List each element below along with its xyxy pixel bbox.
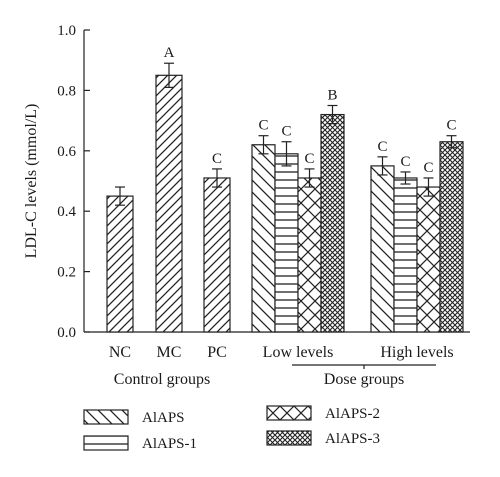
legend-swatch xyxy=(83,435,129,451)
y-ticks: 0.0 0.2 0.4 0.6 0.8 1.0 xyxy=(57,23,90,341)
bar xyxy=(416,186,441,333)
legend-label: AlAPS xyxy=(142,410,185,426)
significance-label: C xyxy=(423,160,433,176)
legend: AlAPS AlAPS-1 AlAPS-2 AlAPS-3 xyxy=(83,405,380,452)
legend-label: AlAPS-2 xyxy=(325,406,380,422)
bar xyxy=(393,177,418,333)
bar xyxy=(370,165,395,333)
significance-label: C xyxy=(304,151,314,167)
significance-label: A xyxy=(164,45,175,61)
y-tick-label: 1.0 xyxy=(57,23,76,39)
group-labels: Control groups Dose groups xyxy=(114,364,436,388)
y-tick-label: 0.4 xyxy=(57,204,76,220)
bar xyxy=(203,177,231,333)
significance-label: C xyxy=(281,124,291,140)
legend-label: AlAPS-3 xyxy=(325,431,380,447)
significance-label: C xyxy=(446,118,456,134)
bar xyxy=(274,153,299,333)
y-tick-label: 0.2 xyxy=(57,265,76,281)
legend-swatch xyxy=(266,430,312,446)
bar xyxy=(320,113,345,333)
bar xyxy=(155,74,183,333)
category-label: PC xyxy=(207,344,227,361)
y-tick-label: 0.0 xyxy=(57,325,76,341)
y-axis-label: LDL-C levels (mmol/L) xyxy=(23,104,40,259)
legend-label: AlAPS-1 xyxy=(142,436,197,452)
y-tick-label: 0.8 xyxy=(57,83,76,99)
legend-swatch xyxy=(83,409,129,425)
y-tick-label: 0.6 xyxy=(57,144,76,160)
category-label: MC xyxy=(157,344,182,361)
category-labels: NC MC PC Low levels High levels xyxy=(109,344,454,361)
significance-label: C xyxy=(377,139,387,155)
category-label: High levels xyxy=(380,344,453,361)
group-label: Control groups xyxy=(114,371,210,388)
group-label: Dose groups xyxy=(324,371,404,388)
bar xyxy=(297,177,322,333)
bar xyxy=(106,195,134,333)
category-label: Low levels xyxy=(263,344,334,361)
category-label: NC xyxy=(109,344,131,361)
significance-label: C xyxy=(400,154,410,170)
significance-label: C xyxy=(258,118,268,134)
legend-swatch xyxy=(266,405,312,421)
bar xyxy=(439,141,464,333)
significance-label: C xyxy=(212,151,222,167)
bar xyxy=(251,144,276,333)
significance-label: B xyxy=(327,88,337,104)
